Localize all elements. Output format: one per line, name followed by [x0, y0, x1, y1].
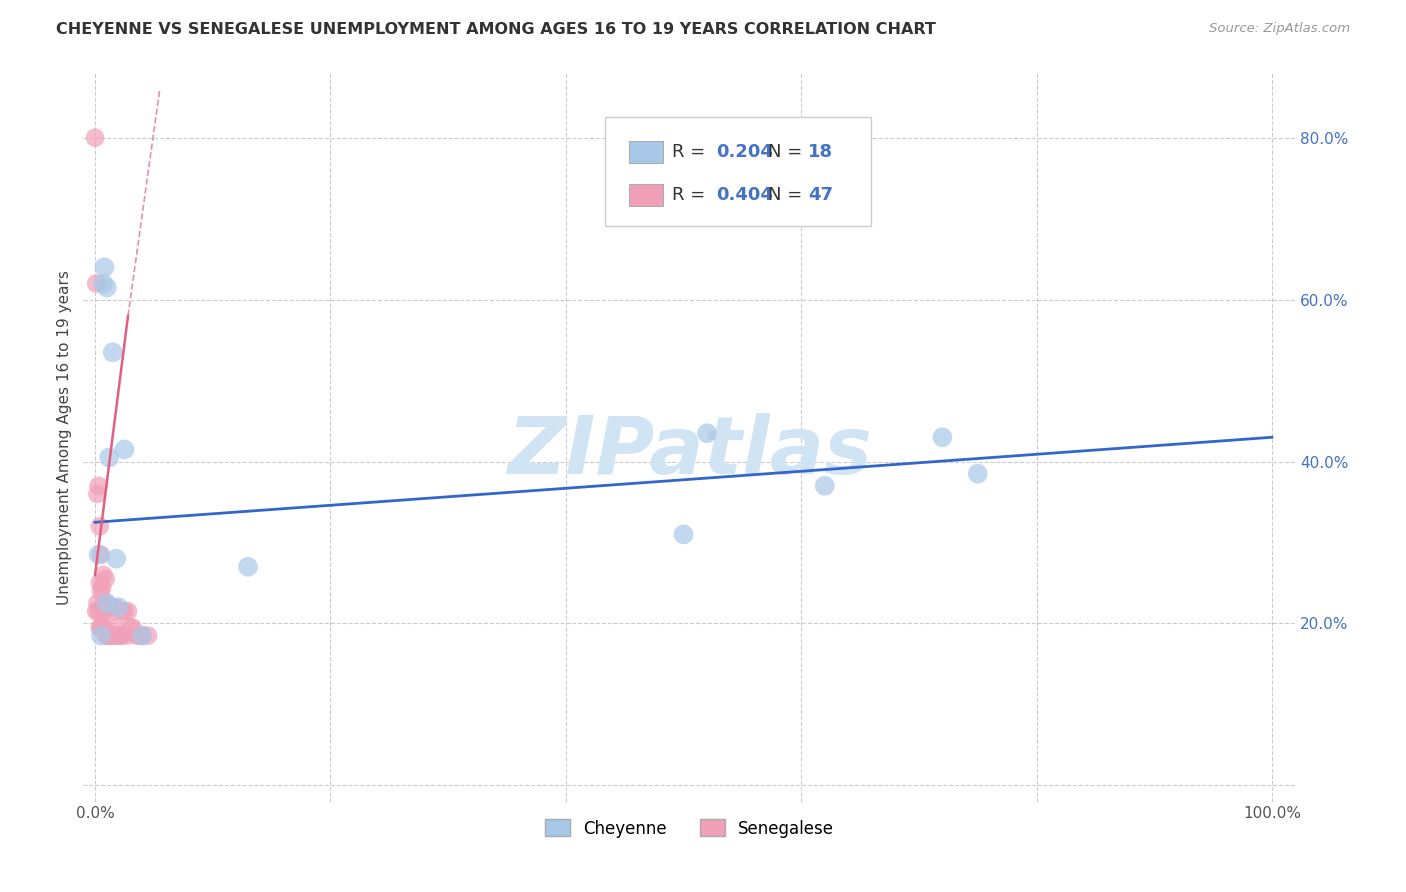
Point [105, 551, 128, 566]
Point [120, 620, 142, 634]
Point [94, 629, 117, 643]
Point [131, 629, 153, 643]
Point [87, 604, 110, 618]
FancyBboxPatch shape [628, 141, 662, 162]
Point [90, 629, 112, 643]
Point [104, 600, 127, 615]
Point [103, 629, 125, 643]
Point [696, 426, 718, 441]
Text: CHEYENNE VS SENEGALESE UNEMPLOYMENT AMONG AGES 16 TO 19 YEARS CORRELATION CHART: CHEYENNE VS SENEGALESE UNEMPLOYMENT AMON… [56, 22, 936, 37]
Point [110, 629, 132, 643]
Point [89, 620, 111, 634]
Point [91, 568, 114, 582]
Point [101, 604, 124, 618]
Point [91, 580, 114, 594]
Point [108, 629, 131, 643]
Point [131, 629, 153, 643]
Text: ZIPatlas: ZIPatlas [508, 413, 872, 491]
Point [98, 600, 121, 615]
Point [91, 620, 114, 634]
Point [111, 604, 134, 618]
Point [90, 584, 112, 599]
Point [89, 576, 111, 591]
Point [96, 280, 118, 294]
FancyBboxPatch shape [628, 185, 662, 206]
Point [84, 277, 107, 291]
Point [107, 629, 129, 643]
Point [96, 596, 118, 610]
Legend: Cheyenne, Senegalese: Cheyenne, Senegalese [538, 813, 841, 844]
Point [105, 620, 128, 634]
Point [94, 572, 117, 586]
Point [114, 604, 136, 618]
Point [93, 620, 115, 634]
Point [90, 548, 112, 562]
Point [107, 600, 129, 615]
Text: Source: ZipAtlas.com: Source: ZipAtlas.com [1209, 22, 1350, 36]
Text: 0.404: 0.404 [716, 186, 773, 204]
Text: 18: 18 [808, 143, 834, 161]
Point [84, 130, 107, 145]
Point [93, 260, 115, 275]
Text: N =: N = [768, 143, 808, 161]
Point [84, 604, 107, 618]
Point [114, 442, 136, 457]
Text: 47: 47 [808, 186, 834, 204]
Point [966, 467, 988, 481]
Point [136, 629, 159, 643]
Point [125, 629, 148, 643]
Point [91, 277, 114, 291]
Point [101, 629, 124, 643]
Text: N =: N = [768, 186, 808, 204]
Point [121, 620, 143, 634]
Y-axis label: Unemployment Among Ages 16 to 19 years: Unemployment Among Ages 16 to 19 years [58, 270, 72, 605]
Point [236, 559, 259, 574]
Point [672, 527, 695, 541]
Point [107, 629, 129, 643]
Point [91, 600, 114, 615]
Point [100, 629, 122, 643]
Point [98, 450, 121, 465]
Point [96, 596, 118, 610]
Point [86, 596, 108, 610]
Point [97, 600, 120, 615]
Point [117, 604, 139, 618]
Point [87, 479, 110, 493]
Point [101, 345, 124, 359]
Point [93, 604, 115, 618]
Point [96, 629, 118, 643]
Point [86, 487, 108, 501]
Point [128, 629, 150, 643]
Text: 0.204: 0.204 [716, 143, 773, 161]
Point [90, 620, 112, 634]
Text: R =: R = [672, 143, 711, 161]
Text: R =: R = [672, 186, 711, 204]
Point [814, 479, 837, 493]
Point [115, 629, 138, 643]
Point [89, 519, 111, 533]
Point [97, 629, 120, 643]
Point [87, 548, 110, 562]
FancyBboxPatch shape [605, 117, 872, 226]
Point [98, 629, 121, 643]
Point [931, 430, 953, 444]
